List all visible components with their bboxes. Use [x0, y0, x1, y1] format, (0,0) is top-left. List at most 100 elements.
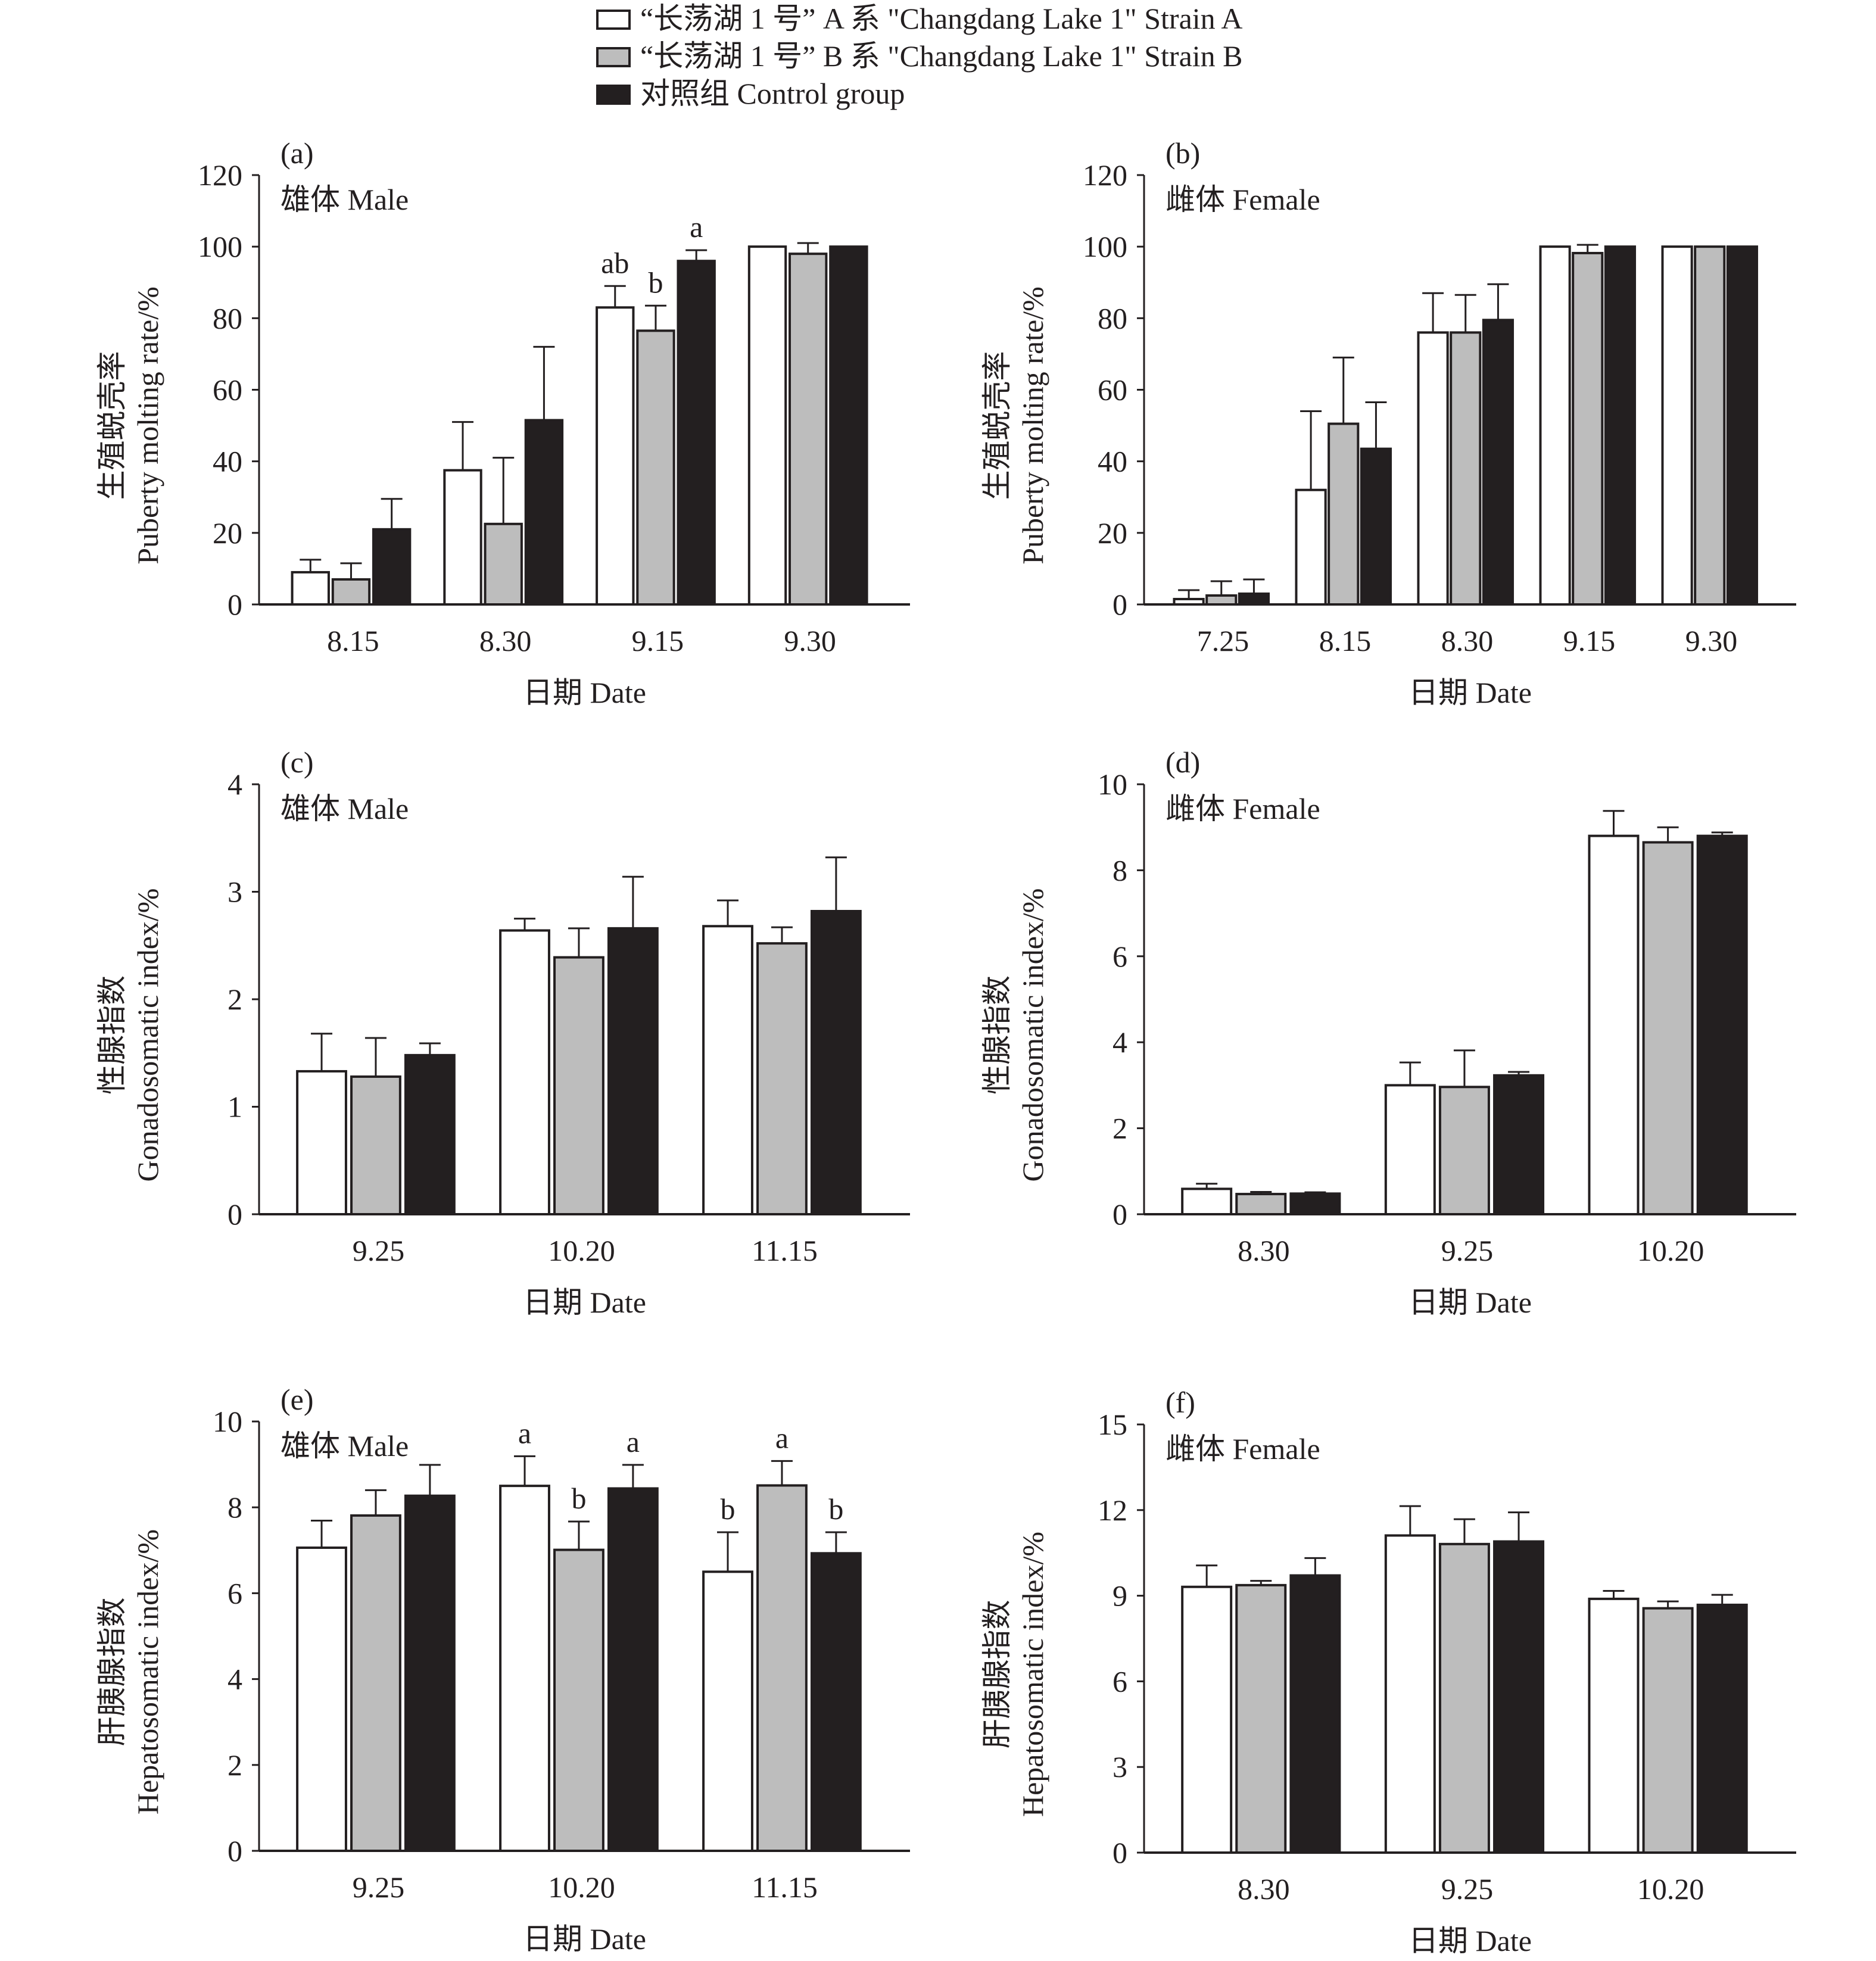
y-axis-label-zh: 性腺指数 — [95, 975, 129, 1095]
bar — [829, 245, 868, 606]
y-tick-label: 8 — [1112, 853, 1127, 887]
y-tick-label: 4 — [1112, 1025, 1127, 1059]
bar — [677, 260, 716, 606]
bar — [1450, 331, 1482, 606]
y-tick-label: 0 — [228, 1198, 242, 1231]
bar-group — [1173, 578, 1270, 606]
bar-group — [1181, 1557, 1341, 1854]
legend-label: “长荡湖 1 号” B 系 "Changdang Lake 1" Strain … — [640, 39, 1243, 73]
significance-label: a — [690, 210, 703, 244]
bar — [607, 927, 659, 1215]
bar — [1694, 245, 1726, 606]
y-tick-label: 0 — [228, 1834, 242, 1868]
panel-label: (c) — [281, 746, 314, 779]
x-tick-label: 8.15 — [327, 624, 379, 657]
bar — [756, 1484, 808, 1852]
y-tick-label: 15 — [1098, 1408, 1127, 1441]
panel-c: 0 1 2 3 4 (c) 雄体 Male 性腺指数 Gonadosomatic index/%… — [95, 746, 910, 1319]
y-axis-label-en: Puberty molting rate/% — [1016, 286, 1049, 565]
x-tick-label: 9.25 — [353, 1870, 405, 1904]
y-axis-label-zh: 生殖蜕壳率 — [980, 351, 1014, 500]
y-axis-label-zh: 生殖蜕壳率 — [95, 351, 129, 500]
y-tick-label: 0 — [1112, 1198, 1127, 1231]
x-axis-label: 日期 Date — [1408, 1286, 1532, 1319]
bar — [372, 528, 412, 606]
legend-label: “长荡湖 1 号” A 系 "Changdang Lake 1" Strain … — [640, 2, 1243, 35]
panel-f: 0 3 6 9 12 15 (f) 雌体 Female 肝胰腺指数 Hepatosomatic i… — [980, 1386, 1796, 1957]
bar — [553, 1548, 604, 1853]
bar — [1181, 1585, 1233, 1854]
y-tick-label: 0 — [1112, 588, 1127, 621]
significance-label: a — [627, 1425, 640, 1458]
y-tick-label: 9 — [1112, 1579, 1127, 1613]
panel-label: (d) — [1166, 746, 1200, 779]
legend-swatch — [596, 10, 631, 30]
bar — [756, 942, 808, 1215]
x-tick-label: 9.15 — [632, 624, 684, 657]
bar — [1181, 1187, 1233, 1215]
bar — [1438, 1542, 1490, 1854]
y-axis-label-en: Hepatosomatic index/% — [131, 1529, 164, 1815]
bar — [1173, 597, 1205, 606]
panel-label: (b) — [1166, 136, 1200, 170]
bar-group: a b a — [499, 1416, 659, 1853]
bar-group — [1588, 1589, 1748, 1854]
significance-label: ab — [601, 246, 629, 279]
bar — [1604, 245, 1637, 606]
x-tick-label: 8.15 — [1319, 624, 1372, 657]
x-axis-label: 日期 Date — [523, 676, 646, 709]
bar — [1205, 594, 1238, 606]
bar — [747, 245, 787, 606]
y-tick-label: 2 — [228, 983, 242, 1016]
x-tick-label: 9.25 — [353, 1234, 405, 1267]
bar-group — [1181, 1183, 1341, 1216]
x-axis-label: 日期 Date — [1408, 1924, 1532, 1957]
y-tick-label: 120 — [198, 158, 242, 192]
bar — [1295, 488, 1327, 606]
y-axis-label-en: Gonadosomatic index/% — [1016, 888, 1049, 1182]
bar — [1493, 1074, 1545, 1215]
y-tick-label: 4 — [228, 768, 242, 801]
bar — [702, 1570, 753, 1853]
panel-a: 0 20 40 60 80 100 120 (a) 雄体 Male 生殖蜕壳率 Puberty mo… — [95, 136, 910, 709]
y-axis-label-zh: 肝胰腺指数 — [95, 1598, 129, 1747]
bar-group — [296, 1033, 456, 1216]
bar-group — [1384, 1049, 1545, 1216]
x-tick-label: 8.30 — [1238, 1234, 1290, 1267]
panel-label: (e) — [281, 1383, 314, 1416]
bar — [350, 1514, 401, 1852]
y-tick-label: 1 — [228, 1090, 242, 1124]
bar — [596, 306, 635, 606]
y-tick-label: 6 — [1112, 1664, 1127, 1698]
bar — [1384, 1084, 1436, 1216]
bar-group — [291, 498, 412, 606]
x-tick-label: 11.15 — [752, 1870, 818, 1904]
bar — [1726, 245, 1759, 606]
y-tick-label: 40 — [213, 445, 242, 478]
legend-swatch — [596, 85, 631, 105]
y-tick-label: 120 — [1083, 158, 1127, 192]
x-tick-label: 8.30 — [1238, 1872, 1290, 1906]
y-tick-label: 4 — [228, 1663, 242, 1696]
x-tick-label: 10.20 — [1637, 1234, 1704, 1267]
panel-title: 雄体 Male — [281, 1429, 409, 1463]
bar — [607, 1487, 659, 1853]
bar — [810, 909, 862, 1215]
legend-item: 对照组 Control group — [596, 77, 905, 110]
bar — [296, 1070, 347, 1216]
x-tick-label: 9.30 — [1685, 624, 1738, 657]
x-axis-label: 日期 Date — [523, 1922, 646, 1956]
y-axis-label-en: Hepatosomatic index/% — [1016, 1532, 1049, 1817]
y-axis-label-zh: 肝胰腺指数 — [980, 1600, 1014, 1749]
x-tick-label: 10.20 — [1637, 1872, 1704, 1906]
bar — [636, 329, 675, 606]
bar — [553, 956, 604, 1215]
panel-e: 0 2 4 6 8 10 (e) 雄体 Male 肝胰腺指数 Hepatosomatic inde… — [95, 1383, 910, 1956]
bar — [1588, 834, 1640, 1215]
x-tick-label: 10.20 — [548, 1234, 615, 1267]
y-tick-label: 3 — [228, 875, 242, 909]
bar — [1438, 1086, 1490, 1215]
